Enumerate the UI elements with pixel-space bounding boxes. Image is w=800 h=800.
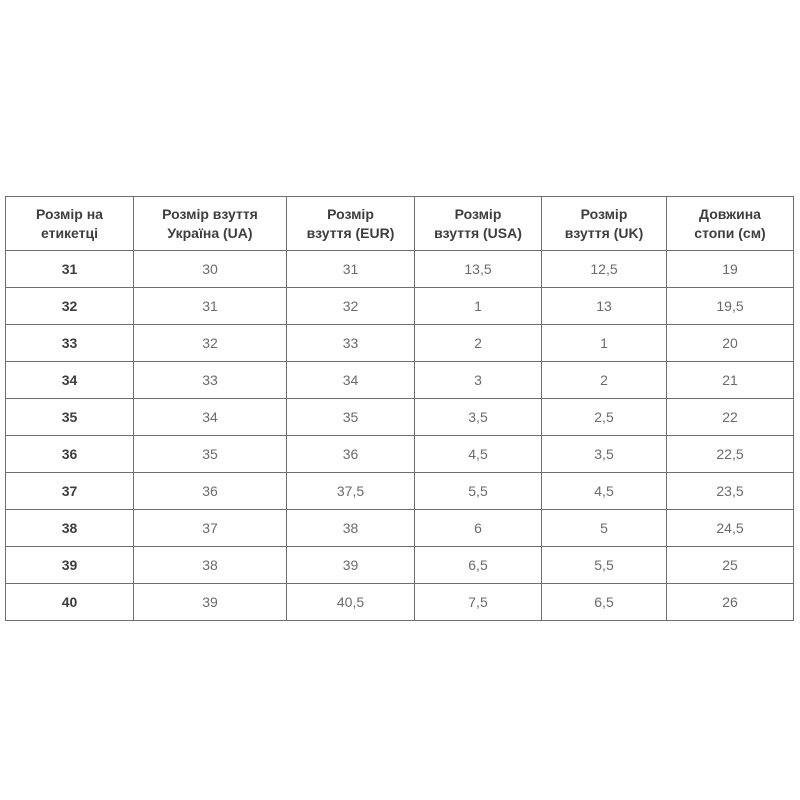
table-cell: 5	[541, 509, 667, 547]
table-cell: 35	[133, 435, 287, 473]
table-cell: 13	[541, 287, 667, 325]
row-label-cell: 35	[5, 398, 134, 436]
table-row: 33 32 33 2 1 20	[5, 324, 794, 362]
table-row: 37 36 37,5 5,5 4,5 23,5	[5, 472, 794, 510]
table-body: 31 30 31 13,5 12,5 19 32 31 32 1 13 19,5 33 32 33 2 1 20 3…	[5, 250, 794, 621]
table-cell: 40,5	[286, 583, 415, 621]
table-cell: 6	[414, 509, 542, 547]
table-cell: 4,5	[414, 435, 542, 473]
table-cell: 5,5	[541, 546, 667, 584]
table-cell: 36	[286, 435, 415, 473]
table-cell: 31	[133, 287, 287, 325]
row-label-cell: 31	[5, 250, 134, 288]
row-label-cell: 38	[5, 509, 134, 547]
table-cell: 3,5	[414, 398, 542, 436]
table-cell: 39	[133, 583, 287, 621]
table-cell: 1	[414, 287, 542, 325]
table-cell: 34	[133, 398, 287, 436]
table-cell: 32	[286, 287, 415, 325]
row-label-cell: 39	[5, 546, 134, 584]
column-header-ua-size: Розмір взуття Україна (UA)	[133, 196, 287, 251]
table-cell: 36	[133, 472, 287, 510]
table-cell: 33	[133, 361, 287, 399]
row-label-cell: 34	[5, 361, 134, 399]
table-cell: 22,5	[666, 435, 794, 473]
table-cell: 34	[286, 361, 415, 399]
table-cell: 7,5	[414, 583, 542, 621]
table-cell: 31	[286, 250, 415, 288]
table-cell: 24,5	[666, 509, 794, 547]
table-cell: 33	[286, 324, 415, 362]
table-cell: 37,5	[286, 472, 415, 510]
table-cell: 32	[133, 324, 287, 362]
table-row: 40 39 40,5 7,5 6,5 26	[5, 583, 794, 621]
table-cell: 2	[414, 324, 542, 362]
table-cell: 6,5	[414, 546, 542, 584]
column-header-foot-length: Довжина стопи (см)	[666, 196, 794, 251]
table-row: 35 34 35 3,5 2,5 22	[5, 398, 794, 436]
shoe-size-conversion-table: Розмір на етикетці Розмір взуття Україна…	[5, 196, 794, 621]
table-header: Розмір на етикетці Розмір взуття Україна…	[5, 196, 794, 251]
table-cell: 20	[666, 324, 794, 362]
column-header-label-size: Розмір на етикетці	[5, 196, 134, 251]
column-header-uk-size: Розмір взуття (UK)	[541, 196, 667, 251]
table-row: 31 30 31 13,5 12,5 19	[5, 250, 794, 288]
table-cell: 35	[286, 398, 415, 436]
table-cell: 30	[133, 250, 287, 288]
row-label-cell: 40	[5, 583, 134, 621]
table-cell: 19,5	[666, 287, 794, 325]
table-cell: 39	[286, 546, 415, 584]
table-cell: 38	[286, 509, 415, 547]
table-cell: 22	[666, 398, 794, 436]
table-cell: 6,5	[541, 583, 667, 621]
table-cell: 23,5	[666, 472, 794, 510]
column-header-eur-size: Розмір взуття (EUR)	[286, 196, 415, 251]
header-row: Розмір на етикетці Розмір взуття Україна…	[5, 196, 794, 251]
table-cell: 12,5	[541, 250, 667, 288]
table-cell: 3,5	[541, 435, 667, 473]
row-label-cell: 32	[5, 287, 134, 325]
table-row: 32 31 32 1 13 19,5	[5, 287, 794, 325]
table-cell: 19	[666, 250, 794, 288]
table-cell: 3	[414, 361, 542, 399]
table-cell: 38	[133, 546, 287, 584]
table-cell: 2	[541, 361, 667, 399]
table-cell: 5,5	[414, 472, 542, 510]
table-cell: 25	[666, 546, 794, 584]
column-header-usa-size: Розмір взуття (USA)	[414, 196, 542, 251]
row-label-cell: 36	[5, 435, 134, 473]
table-cell: 4,5	[541, 472, 667, 510]
table-row: 38 37 38 6 5 24,5	[5, 509, 794, 547]
table-cell: 21	[666, 361, 794, 399]
row-label-cell: 37	[5, 472, 134, 510]
table-cell: 13,5	[414, 250, 542, 288]
table-row: 39 38 39 6,5 5,5 25	[5, 546, 794, 584]
table-cell: 2,5	[541, 398, 667, 436]
table-cell: 37	[133, 509, 287, 547]
table-cell: 26	[666, 583, 794, 621]
table-row: 34 33 34 3 2 21	[5, 361, 794, 399]
table-row: 36 35 36 4,5 3,5 22,5	[5, 435, 794, 473]
row-label-cell: 33	[5, 324, 134, 362]
table-cell: 1	[541, 324, 667, 362]
